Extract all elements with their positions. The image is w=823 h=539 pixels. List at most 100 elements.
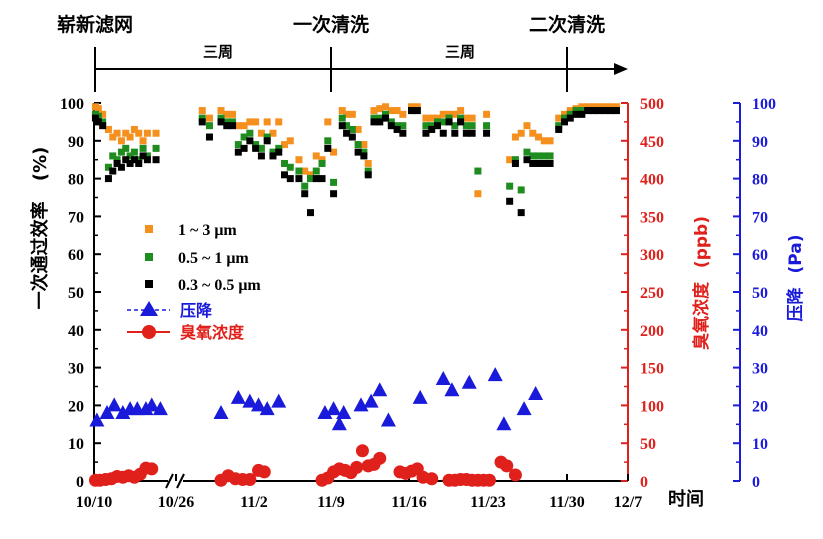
scatter-point	[306, 175, 314, 183]
scatter-point	[413, 107, 421, 115]
pressure-drop-point	[89, 412, 105, 427]
scatter-point	[399, 110, 407, 118]
scatter-point	[234, 141, 242, 149]
scatter-point	[94, 118, 102, 126]
ozone-axis-tick-label: 400	[640, 172, 664, 189]
scatter-point	[229, 110, 237, 118]
pressure-drop-point	[516, 401, 532, 416]
scatter-point	[589, 103, 597, 111]
x-axis-label: 时间	[668, 489, 704, 510]
scatter-point	[130, 125, 138, 133]
ozone-point	[482, 473, 496, 487]
scatter-point	[343, 110, 351, 118]
scatter-point	[595, 107, 603, 115]
scatter-point	[511, 133, 519, 141]
scatter-point	[269, 148, 277, 156]
pressure-axis-label-text: 压降	[785, 286, 806, 321]
scatter-point	[457, 118, 465, 126]
scatter-point	[595, 103, 603, 111]
scatter-point	[198, 114, 206, 122]
scatter-point	[281, 171, 289, 179]
scatter-point	[589, 107, 597, 115]
scatter-point	[234, 122, 242, 130]
ozone-axis-tick-label: 200	[640, 323, 664, 340]
x-axis: 10/10 10/26 11/2 11/9 11/16 11/23 11/30 12/7	[76, 474, 642, 511]
left-axis-tick-label: 20	[68, 398, 84, 415]
scatter-point	[483, 129, 491, 137]
pressure-axis-tick-label: 100	[752, 96, 776, 113]
scatter-point	[139, 144, 147, 152]
pressure-axis-tick-label: 60	[752, 247, 768, 264]
scatter-point	[257, 144, 265, 152]
scatter-point	[198, 107, 206, 115]
scatter-point	[205, 133, 213, 141]
data-marks	[88, 103, 620, 487]
scatter-point	[468, 114, 476, 122]
scatter-point	[540, 159, 548, 167]
scatter-point	[286, 137, 294, 145]
scatter-point	[139, 152, 147, 160]
scatter-point	[348, 125, 356, 133]
scatter-point	[428, 125, 436, 133]
ozone-axis-tick-label: 0	[640, 474, 648, 491]
scatter-point	[555, 125, 563, 133]
scatter-point	[445, 118, 453, 126]
scatter-point	[234, 148, 242, 156]
scatter-point	[517, 186, 525, 194]
scatter-point	[578, 103, 586, 111]
scatter-point	[152, 144, 160, 152]
scatter-point	[135, 129, 143, 137]
scatter-point	[387, 122, 395, 130]
scatter-point	[572, 107, 580, 115]
scatter-point	[370, 114, 378, 122]
scatter-point	[439, 118, 447, 126]
ozone-point	[350, 460, 364, 474]
timeline-period-2: 三周	[445, 43, 475, 61]
scatter-point	[113, 159, 121, 167]
x-axis-tick-label: 12/7	[614, 494, 642, 511]
scatter-point	[312, 175, 320, 183]
scatter-point	[122, 144, 130, 152]
scatter-point	[560, 118, 568, 126]
scatter-point	[343, 129, 351, 137]
scatter-point	[578, 107, 586, 115]
scatter-point	[540, 137, 548, 145]
scatter-point	[126, 159, 134, 167]
pressure-drop-point	[461, 374, 477, 389]
ozone-point	[145, 462, 159, 476]
scatter-point	[152, 129, 160, 137]
scatter-point	[382, 103, 390, 111]
scatter-point	[257, 129, 265, 137]
scatter-point	[364, 159, 372, 167]
scatter-point	[433, 122, 441, 130]
ozone-axis-tick-label: 250	[640, 285, 664, 302]
scatter-point	[122, 129, 130, 137]
scatter-point	[275, 118, 283, 126]
left-axis-tick-label: 90	[68, 134, 84, 151]
pressure-drop-point	[259, 401, 275, 416]
scatter-point	[462, 129, 470, 137]
scatter-point	[301, 167, 309, 175]
pressure-drop-point	[317, 404, 333, 419]
pressure-drop-point	[99, 404, 115, 419]
legend-label: 0.3 ~ 0.5 μm	[178, 277, 261, 294]
scatter-point	[584, 103, 592, 111]
scatter-point	[439, 129, 447, 137]
scatter-point	[295, 175, 303, 183]
scatter-point	[240, 133, 248, 141]
scatter-point	[318, 159, 326, 167]
pressure-drop-point	[271, 393, 287, 408]
scatter-point	[428, 122, 436, 130]
scatter-point	[109, 152, 117, 160]
scatter-point	[457, 107, 465, 115]
scatter-point	[360, 141, 368, 149]
scatter-point	[566, 110, 574, 118]
ozone-axis-label-text: 臭氧浓度	[691, 281, 712, 350]
scatter-point	[252, 144, 260, 152]
scatter-point	[523, 122, 531, 130]
scatter-point	[104, 163, 112, 171]
ozone-axis-tick-label: 500	[640, 96, 664, 113]
x-axis-tick-label: 11/16	[391, 494, 427, 511]
scatter-point	[360, 152, 368, 160]
ozone-point	[373, 451, 387, 465]
